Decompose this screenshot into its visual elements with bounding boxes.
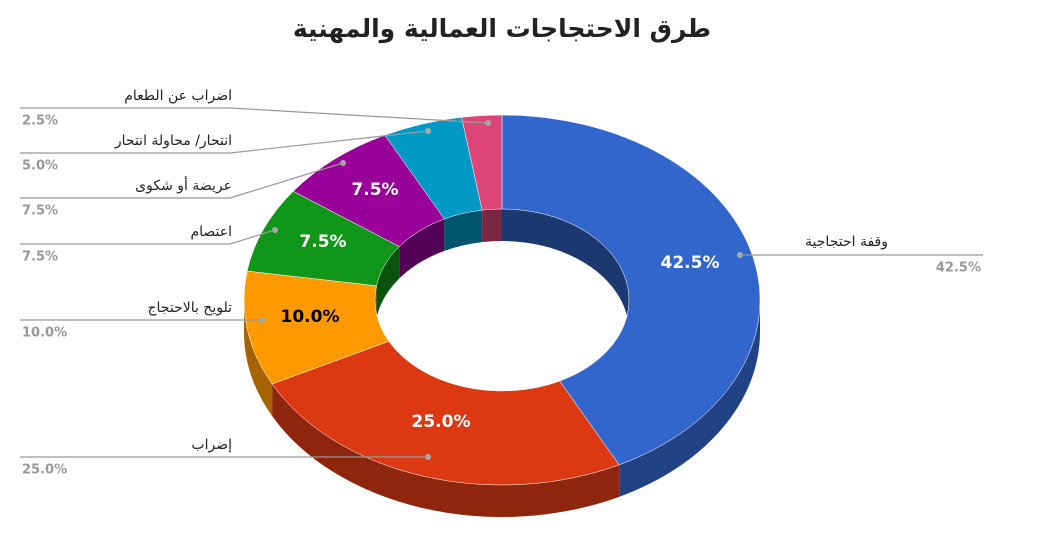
inner-value-label: 42.5%	[661, 253, 720, 273]
chart-title: طرق الاحتجاجات العمالية والمهنية	[293, 14, 711, 44]
slice-side	[619, 300, 760, 497]
category-label: تلويح بالاحتجاج	[147, 300, 232, 316]
value-label: 5.0%	[22, 159, 58, 174]
value-label: 7.5%	[22, 204, 58, 219]
slice	[461, 114, 503, 211]
inner-value-label: 7.5%	[351, 180, 398, 200]
slice-inner-side	[502, 209, 629, 332]
leader-line	[20, 229, 276, 245]
category-label: إضراب	[191, 437, 232, 453]
category-label: عريضة أو شكوى	[135, 176, 232, 194]
category-label: انتحار/ محاولة انتحار	[114, 133, 232, 149]
category-label: وقفة احتجاجية	[805, 234, 888, 250]
category-label: اضراب عن الطعام	[124, 88, 232, 104]
slice	[501, 114, 761, 466]
inner-value-label: 10.0%	[281, 307, 340, 327]
value-label: 10.0%	[22, 326, 67, 341]
slice-inner-side	[444, 210, 483, 251]
slice	[271, 341, 620, 486]
value-label: 7.5%	[22, 250, 58, 265]
slice-side	[244, 300, 273, 416]
leader-line	[20, 130, 429, 154]
leader-line	[20, 107, 489, 124]
value-label: 25.0%	[22, 463, 67, 478]
inner-value-label: 7.5%	[299, 232, 346, 252]
category-label: اعتصام	[190, 224, 232, 240]
slice-inner-side	[376, 246, 400, 318]
slice-inner-side	[482, 209, 502, 243]
leader-line	[20, 162, 344, 199]
value-label: 42.5%	[936, 261, 981, 276]
inner-value-label: 25.0%	[412, 412, 471, 432]
value-label: 2.5%	[22, 114, 58, 129]
slice-inner-side	[399, 218, 445, 279]
